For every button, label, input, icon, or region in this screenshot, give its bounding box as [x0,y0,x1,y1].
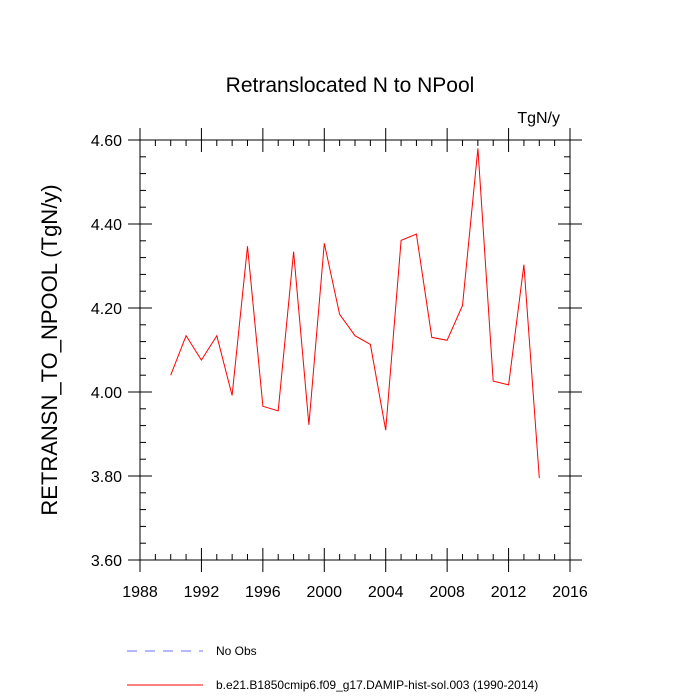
series-lines [170,148,540,479]
y-tick-label: 4.60 [91,133,122,150]
x-tick-label: 1992 [184,584,220,601]
y-tick-label: 3.60 [91,553,122,570]
x-tick-label: 1988 [122,584,158,601]
y-axis-label: RETRANSN_TO_NPOOL (TgN/y) [37,184,62,515]
x-tick-label: 2000 [306,584,342,601]
axis-tick-labels: 1988 1992 1996 2000 2004 2008 2012 2016 3.60 3.80… [91,133,588,601]
x-tick-label: 2004 [368,584,404,601]
x-tick-label: 2012 [491,584,527,601]
x-tick-label: 2016 [552,584,588,601]
y-tick-label: 3.80 [91,469,122,486]
legend-label: No Obs [216,644,257,658]
x-tick-label: 2008 [429,584,465,601]
axis-ticks [128,128,582,572]
chart-title: Retranslocated N to NPool [226,74,475,97]
x-tick-label: 1996 [245,584,281,601]
series-line [170,148,540,479]
legend-label: b.e21.B1850cmip6.f09_g17.DAMIP-hist-sol.… [216,678,538,692]
legend: No Obs b.e21.B1850cmip6.f09_g17.DAMIP-his… [127,644,538,692]
y-tick-label: 4.20 [91,301,122,318]
y-tick-label: 4.00 [91,385,122,402]
units-label: TgN/y [517,110,560,127]
plot-frame [139,139,571,561]
y-tick-label: 4.40 [91,217,122,234]
